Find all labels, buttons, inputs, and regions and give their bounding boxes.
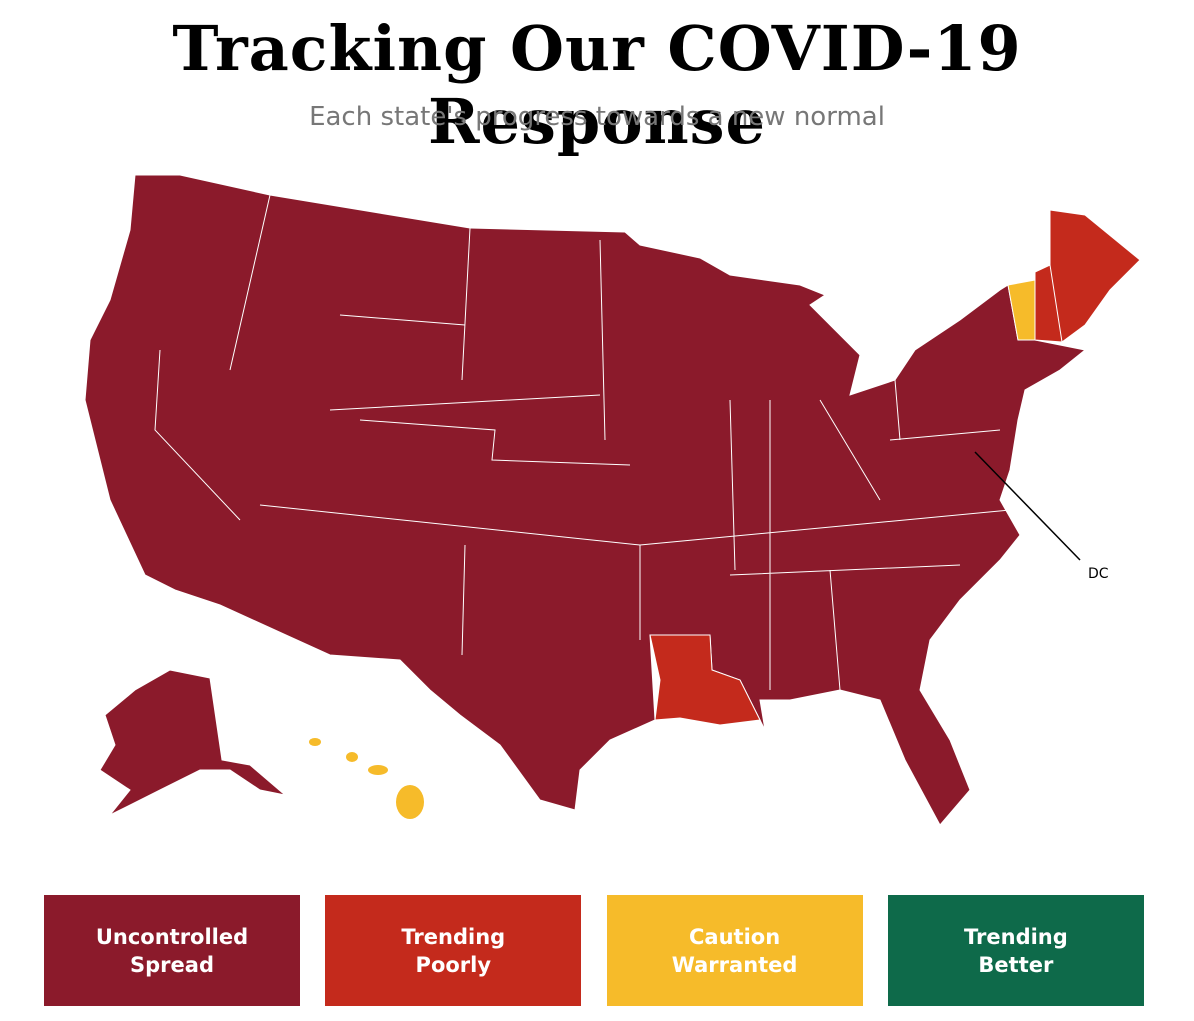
state-region — [368, 765, 388, 775]
legend-item: Caution Warranted — [606, 895, 863, 1006]
dc-leader — [974, 451, 1081, 561]
state-region — [396, 785, 424, 819]
legend-item: Trending Poorly — [325, 895, 582, 1006]
state-borders — [154, 194, 1011, 691]
state-region — [1007, 279, 1036, 341]
legend-item: Trending Better — [887, 895, 1144, 1006]
title: Tracking Our COVID-19 Response — [172, 12, 1022, 158]
legend-label: Caution Warranted — [671, 924, 798, 977]
state-region — [99, 669, 287, 816]
state-region — [346, 752, 358, 762]
hawaii — [309, 738, 424, 819]
legend-label: Uncontrolled Spread — [95, 924, 249, 977]
legend-label: Trending Poorly — [401, 924, 506, 977]
state-region — [649, 634, 761, 726]
state-region — [84, 174, 1087, 826]
subtitle: Each state's progress towards a new norm… — [309, 102, 885, 132]
state-region — [309, 738, 321, 746]
map-label: DC — [1088, 566, 1109, 582]
legend-item: Uncontrolled Spread — [44, 895, 300, 1006]
legend-label: Trending Better — [964, 924, 1068, 977]
state-region — [1049, 209, 1141, 343]
